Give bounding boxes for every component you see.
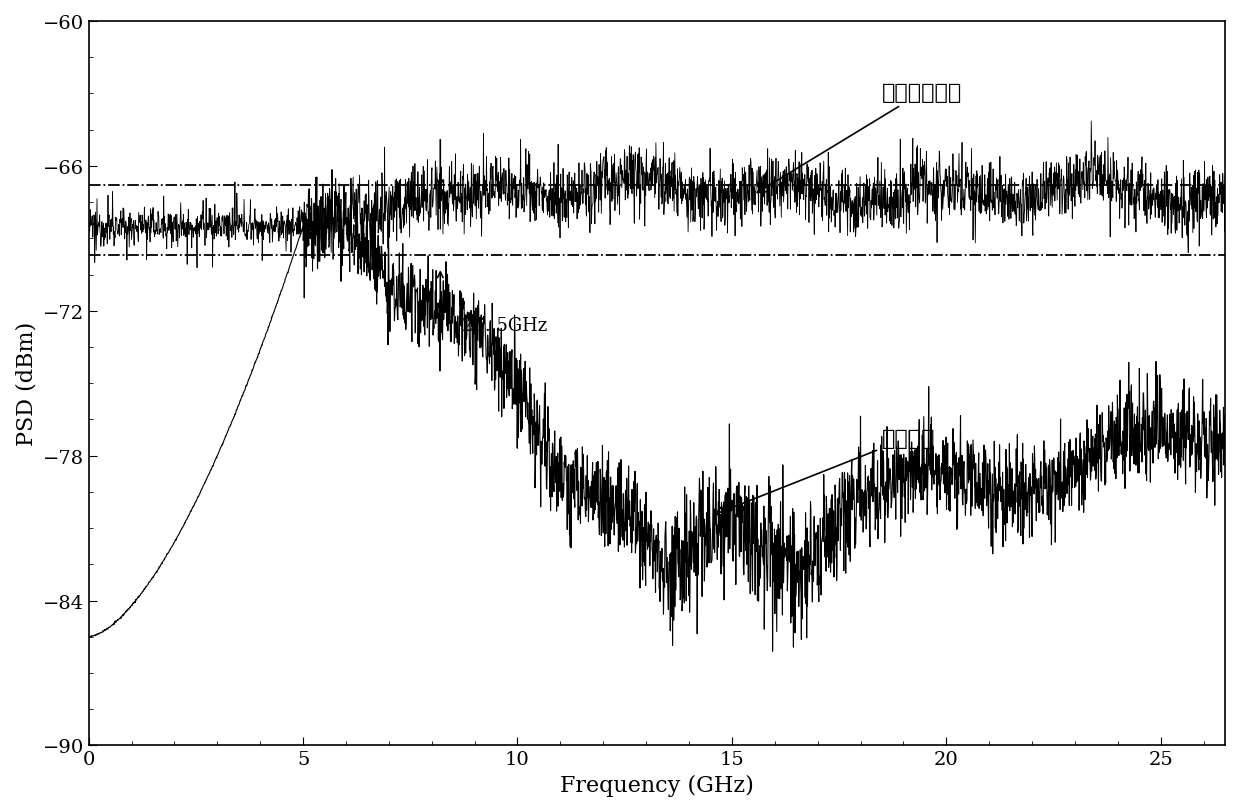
Text: 现有技术: 现有技术 — [714, 428, 935, 516]
Text: 本发明实施例: 本发明实施例 — [758, 84, 962, 193]
X-axis label: Frequency (GHz): Frequency (GHz) — [560, 774, 754, 796]
Y-axis label: PSD (dBm): PSD (dBm) — [15, 322, 37, 446]
Text: 26. 5GHz: 26. 5GHz — [461, 317, 547, 335]
